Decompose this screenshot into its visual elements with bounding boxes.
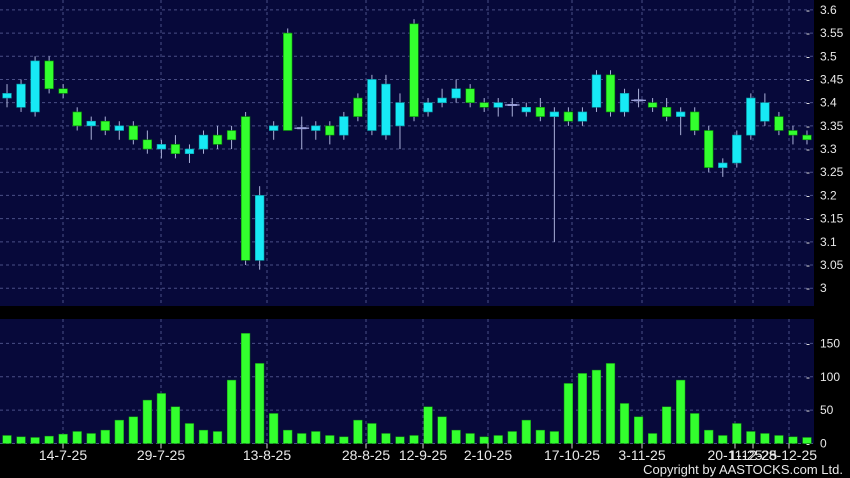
svg-text:-: -: [806, 96, 810, 110]
svg-text:100: 100: [820, 370, 840, 384]
svg-text:3.35: 3.35: [820, 119, 844, 133]
svg-text:-: -: [806, 188, 810, 202]
svg-text:3.3: 3.3: [820, 142, 837, 156]
svg-text:3.1: 3.1: [820, 235, 837, 249]
svg-text:29-7-25: 29-7-25: [137, 447, 185, 463]
svg-text:-: -: [806, 281, 810, 295]
svg-text:50: 50: [820, 403, 834, 417]
svg-text:-: -: [806, 49, 810, 63]
svg-text:3.45: 3.45: [820, 72, 844, 86]
svg-text:-: -: [806, 165, 810, 179]
svg-text:3.05: 3.05: [820, 258, 844, 272]
svg-text:3.5: 3.5: [820, 49, 837, 63]
svg-text:-: -: [806, 336, 810, 350]
svg-text:150: 150: [820, 336, 840, 350]
svg-text:Copyright by AASTOCKS.com Ltd.: Copyright by AASTOCKS.com Ltd.: [643, 462, 843, 477]
svg-text:3.4: 3.4: [820, 96, 837, 110]
svg-text:3.6: 3.6: [820, 3, 837, 17]
svg-text:-: -: [806, 26, 810, 40]
svg-text:3.25: 3.25: [820, 165, 844, 179]
svg-text:-: -: [806, 212, 810, 226]
svg-text:-: -: [806, 370, 810, 384]
svg-text:-: -: [806, 403, 810, 417]
svg-text:14-7-25: 14-7-25: [39, 447, 87, 463]
svg-text:-: -: [806, 119, 810, 133]
svg-text:12-9-25: 12-9-25: [399, 447, 447, 463]
svg-text:0: 0: [820, 437, 827, 451]
svg-text:28-8-25: 28-8-25: [342, 447, 390, 463]
svg-text:2-10-25: 2-10-25: [464, 447, 512, 463]
svg-text:13-8-25: 13-8-25: [243, 447, 291, 463]
svg-text:17-10-25: 17-10-25: [544, 447, 600, 463]
svg-text:3.55: 3.55: [820, 26, 844, 40]
svg-text:-: -: [806, 258, 810, 272]
svg-text:3: 3: [820, 281, 827, 295]
svg-text:-: -: [806, 3, 810, 17]
svg-text:28-12-25: 28-12-25: [761, 447, 817, 463]
svg-text:3-11-25: 3-11-25: [618, 447, 665, 463]
svg-text:-: -: [806, 72, 810, 86]
svg-text:-: -: [806, 235, 810, 249]
svg-text:3.15: 3.15: [820, 212, 844, 226]
svg-text:3.2: 3.2: [820, 188, 837, 202]
svg-text:-: -: [806, 142, 810, 156]
